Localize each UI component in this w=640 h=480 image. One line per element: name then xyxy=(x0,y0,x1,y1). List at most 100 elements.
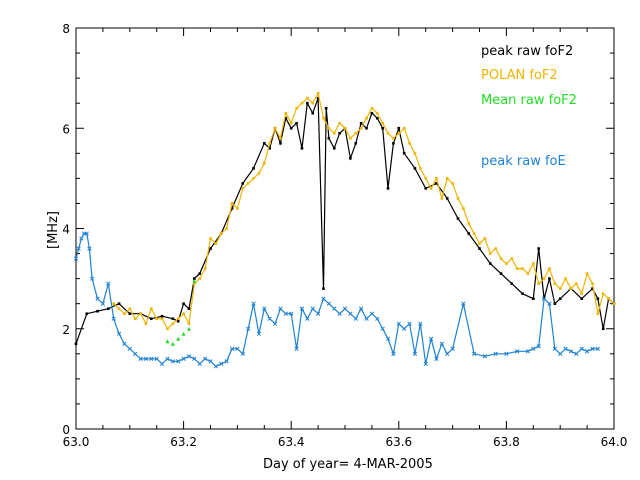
data-point xyxy=(548,267,551,270)
data-point xyxy=(263,141,266,145)
data-point xyxy=(402,126,406,130)
data-point xyxy=(515,267,519,270)
data-point xyxy=(230,207,234,210)
data-point xyxy=(537,247,540,250)
data-point xyxy=(300,101,304,105)
data-point xyxy=(315,311,321,316)
data-point xyxy=(327,126,331,130)
data-point xyxy=(563,346,568,351)
data-point xyxy=(591,287,594,290)
data-point xyxy=(300,147,304,150)
data-point xyxy=(166,327,169,331)
tick-labels: 63.0 63.2 63.4 63.6 63.8 64.0 0 2 4 6 8 xyxy=(62,22,627,449)
data-point xyxy=(488,252,492,255)
data-point xyxy=(106,281,111,286)
data-point xyxy=(133,351,138,356)
data-point xyxy=(95,296,100,301)
data-point xyxy=(294,346,299,351)
data-point xyxy=(187,307,191,310)
data-point xyxy=(365,116,368,120)
data-point xyxy=(349,157,352,160)
data-point xyxy=(386,131,390,135)
data-point xyxy=(596,312,600,316)
data-point xyxy=(187,322,191,326)
data-point xyxy=(526,272,530,275)
x-tick-label: 63.0 xyxy=(63,435,90,449)
data-point xyxy=(150,307,153,310)
data-point xyxy=(337,311,342,316)
data-point xyxy=(257,172,261,175)
data-point xyxy=(165,339,170,344)
data-point xyxy=(322,287,325,290)
data-point xyxy=(369,311,375,316)
data-point xyxy=(246,326,251,331)
data-point xyxy=(171,317,175,321)
data-point xyxy=(251,301,256,306)
data-point xyxy=(85,312,89,316)
data-point xyxy=(381,121,384,125)
data-point xyxy=(117,307,121,310)
data-point xyxy=(445,197,449,200)
data-point xyxy=(445,351,450,356)
x-tick-label: 63.4 xyxy=(278,435,305,449)
data-point xyxy=(375,316,380,321)
data-point xyxy=(240,351,245,356)
legend-item: peak raw foE xyxy=(481,154,566,169)
y-tick-label: 2 xyxy=(62,323,70,337)
data-point xyxy=(225,227,228,230)
data-point xyxy=(568,349,574,354)
data-point xyxy=(230,202,234,205)
data-point xyxy=(176,317,180,321)
data-point xyxy=(209,247,212,250)
data-point xyxy=(580,292,584,295)
data-point xyxy=(537,282,540,285)
y-tick-label: 6 xyxy=(62,122,70,136)
data-point xyxy=(358,306,364,311)
data-point xyxy=(170,341,175,346)
data-point xyxy=(424,177,427,180)
data-point xyxy=(579,346,584,351)
data-point xyxy=(84,231,89,236)
data-point xyxy=(154,356,159,361)
data-point xyxy=(241,187,245,190)
data-point xyxy=(181,356,186,361)
data-point xyxy=(193,282,196,285)
data-point xyxy=(397,126,401,130)
data-point xyxy=(478,242,481,245)
data-point xyxy=(289,121,293,125)
data-point xyxy=(116,331,122,336)
data-point xyxy=(478,247,481,250)
data-point xyxy=(311,101,315,105)
data-point xyxy=(381,126,384,130)
series-polan-fof2 xyxy=(112,91,616,331)
data-point xyxy=(558,297,562,300)
data-point xyxy=(462,207,465,210)
data-point xyxy=(451,182,454,185)
data-point xyxy=(193,277,196,280)
data-point xyxy=(283,311,288,316)
data-point xyxy=(73,256,79,261)
data-point xyxy=(428,336,434,341)
data-point xyxy=(182,312,185,316)
data-point xyxy=(353,316,358,321)
data-point xyxy=(456,217,460,220)
data-point xyxy=(413,167,417,170)
data-point xyxy=(558,351,563,356)
y-tick-label: 8 xyxy=(62,22,70,36)
data-point xyxy=(181,331,186,336)
data-point xyxy=(241,182,245,185)
data-point xyxy=(407,321,412,326)
data-point xyxy=(445,177,449,180)
data-point xyxy=(289,126,293,130)
data-point xyxy=(607,297,610,300)
data-point xyxy=(252,167,255,170)
data-point xyxy=(499,272,503,275)
data-point xyxy=(123,312,126,316)
data-point xyxy=(305,316,310,321)
data-point xyxy=(482,354,488,359)
data-point xyxy=(214,242,218,245)
y-tick-label: 0 xyxy=(62,423,70,437)
data-point xyxy=(268,141,271,145)
x-tick-label: 64.0 xyxy=(601,435,628,449)
data-point xyxy=(541,296,547,301)
